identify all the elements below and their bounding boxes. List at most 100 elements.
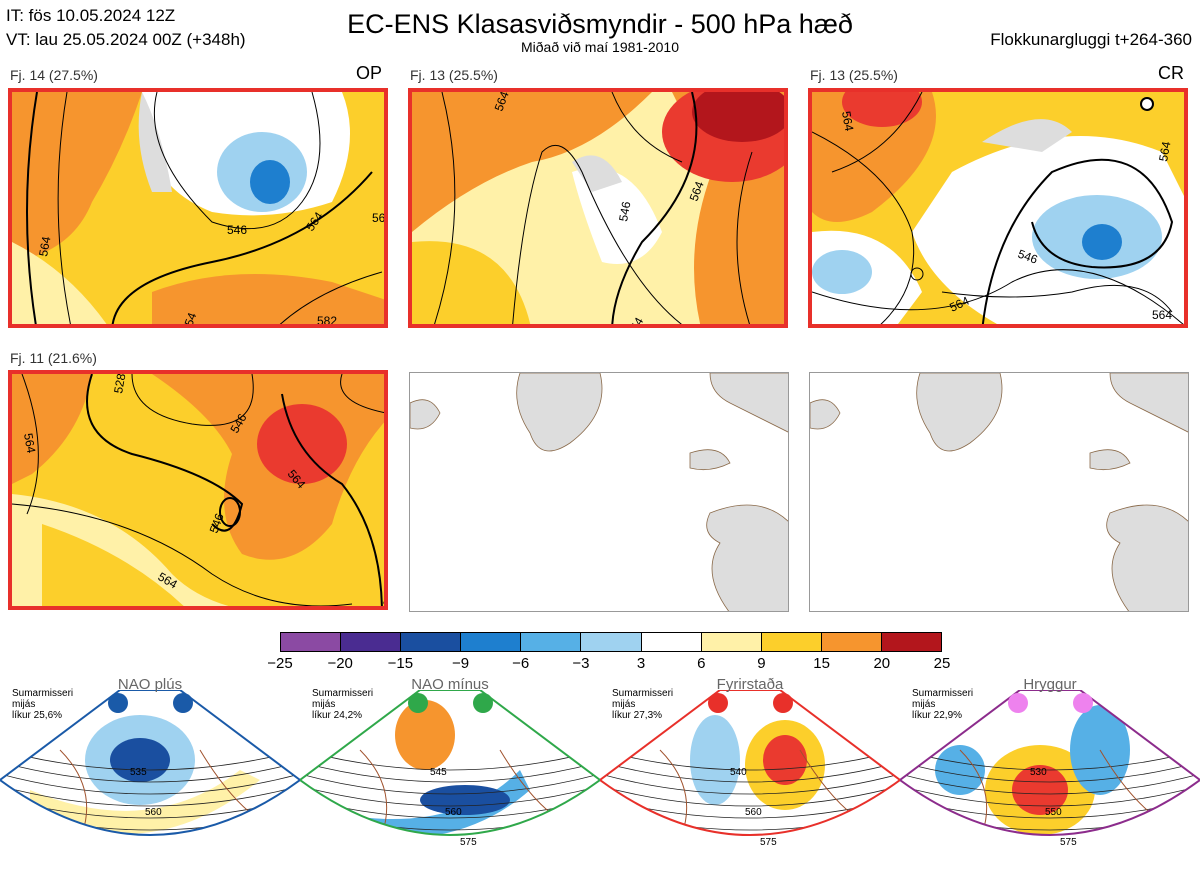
valid-time: VT: lau 25.05.2024 00Z (+348h) — [6, 30, 246, 49]
regime-info: Sumarmisseri mijás líkur 27,3% — [612, 688, 673, 721]
contour-label: 546 — [616, 200, 633, 222]
cluster-map-3[interactable]: 546 564 564 564 564 — [808, 88, 1188, 328]
colorbar-tick-label: −25 — [267, 655, 293, 672]
regime-info-line: líkur 27,3% — [612, 710, 663, 721]
empty-map-6-svg — [810, 373, 1188, 611]
regime-contour-label: 575 — [460, 837, 477, 848]
colorbar — [280, 632, 942, 652]
regime-marker — [473, 693, 493, 713]
regime-map: 545 560 575 — [298, 689, 602, 871]
cluster-window: Flokkunargluggi t+264-360 — [990, 30, 1192, 49]
cluster-map-2-svg: 546 564 564 54 — [412, 92, 784, 328]
regime-contour-label: 545 — [430, 767, 447, 778]
regime-title: NAO plús — [117, 676, 183, 693]
colorbar-segment — [520, 633, 581, 651]
panel-4-label: Fj. 11 (21.6%) — [10, 350, 97, 366]
regime-map-svg: 535 560 — [0, 689, 302, 836]
header-left: IT: fös 10.05.2024 12Z VT: lau 25.05.202… — [6, 4, 246, 52]
contour-label: 564 — [1152, 308, 1172, 322]
regime-info-line: mijás — [12, 699, 36, 710]
colorbar-segment — [281, 633, 341, 651]
colorbar-segment — [340, 633, 401, 651]
contour-label: 582 — [317, 314, 337, 328]
regime-title: Fyrirstaða — [716, 676, 784, 693]
empty-map-5-svg — [410, 373, 788, 611]
contour-label: 564 — [36, 235, 53, 257]
regime-map-svg: 530 550 575 — [898, 689, 1200, 848]
regime-marker — [173, 693, 193, 713]
page-subtitle: Miðað við maí 1981-2010 — [521, 39, 679, 55]
cluster-map-4[interactable]: 546 564 564 564 564 528 546 — [8, 370, 388, 610]
colorbar-segment — [580, 633, 641, 651]
colorbar-segment — [460, 633, 521, 651]
regime-info: Sumarmisseri mijás líkur 25,6% — [12, 688, 73, 721]
regime-marker — [108, 693, 128, 713]
init-time: IT: fös 10.05.2024 12Z — [6, 6, 176, 25]
regime-info-line: Sumarmisseri — [312, 688, 374, 699]
regime-info-line: mijás — [912, 699, 936, 710]
regime-contour-label: 575 — [760, 837, 777, 848]
contour-label: 564 — [379, 592, 388, 610]
panel-1-tag: OP — [356, 63, 383, 83]
regime-info-line: Sumarmisseri — [12, 688, 74, 699]
cluster-map-4-svg: 546 564 564 564 564 528 546 — [12, 374, 388, 610]
colorbar-tick-label: −20 — [327, 655, 353, 672]
regime-info-line: líkur 24,2% — [312, 710, 363, 721]
colorbar-tick-label: 6 — [697, 655, 706, 672]
panel-3-label: Fj. 13 (25.5%) — [810, 67, 898, 83]
regime-marker — [1008, 693, 1028, 713]
regime-contour-label: 540 — [730, 767, 747, 778]
panel-2-label: Fj. 13 (25.5%) — [410, 67, 498, 83]
regime-map-svg: 545 560 575 — [298, 689, 602, 848]
colorbar-segment — [760, 633, 821, 651]
colorbar-tick-label: 9 — [757, 655, 766, 672]
cluster-map-1[interactable]: 546 564 582 54 564 56 — [8, 88, 388, 328]
regime-contour-label: 530 — [1030, 767, 1047, 778]
page-title: EC-ENS Klasasviðsmyndir - 500 hPa hæð — [347, 9, 853, 39]
contour-label: 54 — [627, 315, 646, 328]
colorbar-tick-label: 25 — [933, 655, 951, 672]
regime-title: Hryggur — [1023, 676, 1077, 693]
regime-marker — [708, 693, 728, 713]
contour-label: 564 — [1156, 140, 1173, 162]
colorbar-tick-label: −3 — [572, 655, 590, 672]
colorbar-tick-label: −9 — [451, 655, 470, 672]
regime-map: 535 560 — [0, 689, 302, 871]
regime-marker — [773, 693, 793, 713]
contour-label: 564 — [839, 110, 856, 132]
regime-info-line: líkur 22,9% — [912, 710, 963, 721]
cluster-map-1-svg: 546 564 582 54 564 56 — [12, 92, 386, 328]
colorbar-tick-label: −6 — [512, 655, 530, 672]
contour-label: 564 — [21, 432, 38, 454]
regime-map-svg: 540 560 575 — [598, 689, 902, 848]
colorbar-tick-label: 3 — [636, 655, 646, 672]
contour-label: 564 — [687, 179, 707, 203]
colorbar-tick-label: 15 — [813, 655, 830, 672]
contour-label: 546 — [207, 511, 227, 535]
contour-label: 56 — [372, 211, 386, 225]
regime-contour-label: 575 — [1060, 837, 1077, 848]
contour-label: 546 — [227, 223, 247, 237]
regime-marker — [408, 693, 428, 713]
regime-map: 530 550 575 — [898, 689, 1200, 871]
regime-info-line: mijás — [312, 699, 336, 710]
regime-contour-label: 550 — [1045, 807, 1062, 818]
regime-info-line: mijás — [612, 699, 636, 710]
cluster-map-2[interactable]: 546 564 564 54 — [408, 88, 788, 328]
regime-contour-label: 560 — [445, 807, 462, 818]
regime-info: Sumarmisseri mijás líkur 22,9% — [912, 688, 973, 721]
contour-label: 528 — [111, 374, 128, 395]
empty-map-5 — [409, 372, 789, 612]
colorbar-segment — [820, 633, 881, 651]
regime-contour-label: 560 — [145, 807, 162, 818]
regime-contour-label: 560 — [745, 807, 762, 818]
colorbar-segment — [880, 633, 942, 651]
colorbar-segment — [700, 633, 761, 651]
regime-marker — [1073, 693, 1093, 713]
panel-1-label: Fj. 14 (27.5%) — [10, 67, 98, 83]
regime-title: NAO mínus — [411, 676, 489, 693]
regime-info-line: Sumarmisseri — [612, 688, 674, 699]
empty-map-6 — [809, 372, 1189, 612]
colorbar-tick-label: −15 — [387, 655, 414, 672]
cluster-map-3-svg: 546 564 564 564 564 — [812, 92, 1184, 324]
